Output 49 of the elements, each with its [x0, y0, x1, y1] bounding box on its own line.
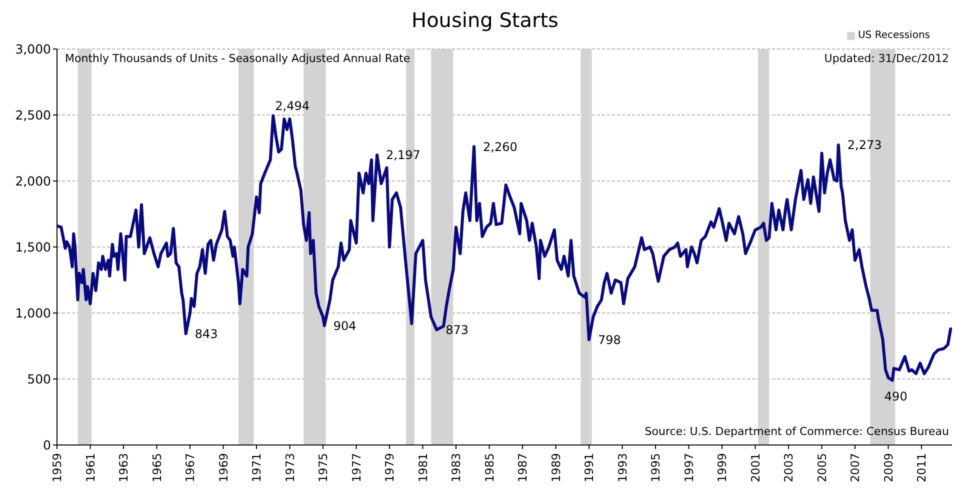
x-tick-label: 1969 [216, 453, 230, 482]
y-tick-label: 1,000 [15, 305, 52, 320]
x-tick-label: 2009 [881, 453, 896, 482]
x-tick-label: 1981 [416, 453, 430, 482]
x-tick-label: 1959 [50, 453, 64, 482]
x-tick-label: 1987 [516, 453, 530, 482]
y-tick-label: 1,500 [15, 239, 52, 254]
x-tick-label: 1983 [449, 453, 464, 482]
x-tick-label: 1993 [615, 453, 630, 482]
annotation: 2,494 [275, 98, 310, 113]
chart-title: Housing Starts [412, 8, 558, 32]
legend-label: US Recessions [858, 30, 930, 41]
annotation: Updated: 31/Dec/2012 [824, 52, 949, 65]
x-tick-label: 1991 [582, 453, 596, 482]
x-tick-label: 1999 [715, 453, 730, 482]
y-tick-label: 2,000 [15, 173, 52, 188]
annotation: 873 [446, 322, 469, 337]
annotation: Monthly Thousands of Units - Seasonally Adjusted Annual Rate [65, 52, 410, 65]
x-tick-label: 2005 [814, 453, 829, 482]
annotation: 2,260 [483, 140, 518, 154]
x-tick-label: 1961 [83, 453, 98, 482]
x-tick-label: 1973 [282, 453, 297, 482]
x-tick-label: 1989 [548, 453, 563, 482]
annotation: 798 [598, 332, 621, 347]
line-series [57, 114, 952, 382]
x-tick-label: 1965 [150, 453, 164, 482]
x-tick-label: 1977 [349, 453, 364, 482]
x-tick-label: 1979 [382, 453, 397, 482]
y-tick-label: 500 [27, 371, 52, 386]
x-tick-label: 1975 [316, 453, 330, 482]
x-tick-label: 2003 [782, 453, 796, 482]
annotation: 2,273 [847, 138, 882, 152]
x-tick-label: 1971 [250, 453, 264, 482]
annotation: 843 [194, 326, 218, 341]
x-tick-label: 1967 [183, 453, 198, 482]
x-tick-label: 2007 [848, 453, 862, 482]
x-tick-label: 1995 [648, 453, 663, 482]
y-tick-label: 2,500 [15, 107, 52, 122]
annotation: 2,197 [386, 148, 420, 162]
x-tick-label: 1985 [482, 453, 496, 482]
x-tick-label: 1963 [116, 453, 131, 482]
annotation: 904 [333, 318, 356, 333]
y-tick-label: 0 [43, 437, 52, 452]
annotation: Source: U.S. Department of Commerce: Census Bureau [644, 425, 949, 438]
y-tick-label: 3,000 [15, 41, 52, 56]
x-tick-label: 1997 [682, 453, 696, 482]
x-tick-label: 2011 [914, 453, 929, 482]
x-tick-label: 2001 [748, 453, 762, 482]
annotation: 490 [884, 390, 908, 404]
